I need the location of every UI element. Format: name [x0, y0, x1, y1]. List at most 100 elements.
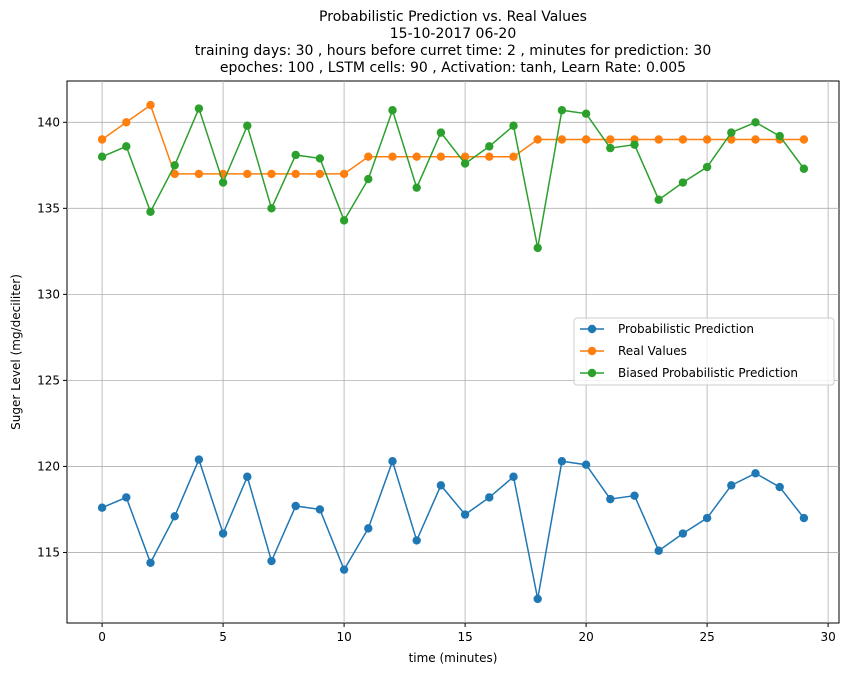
- data-point: [291, 150, 300, 160]
- data-point: [97, 503, 107, 512]
- x-tick-label: 10: [336, 630, 351, 644]
- data-point: [388, 106, 397, 115]
- data-point: [388, 152, 397, 161]
- series-line: [101, 106, 805, 249]
- data-point: [533, 594, 542, 604]
- data-point: [557, 457, 567, 466]
- data-point: [97, 135, 107, 144]
- data-point: [170, 161, 179, 170]
- data-point: [436, 481, 446, 490]
- legend-swatch-marker: [587, 324, 597, 334]
- data-point: [194, 455, 204, 464]
- data-point: [122, 142, 131, 151]
- data-point: [678, 178, 688, 187]
- legend-label: Real Values: [618, 344, 687, 358]
- series-2: [97, 104, 809, 253]
- y-axis-ticks: 115 120 125 130 135 140: [37, 115, 67, 559]
- data-point: [751, 469, 760, 478]
- y-axis-label: Suger Level (mg/deciliter): [9, 274, 23, 430]
- legend-label: Probabilistic Prediction: [618, 322, 754, 336]
- x-axis-ticks: 0 5 10 15 20 25 30: [98, 623, 836, 644]
- data-point: [315, 169, 325, 179]
- data-point: [194, 169, 204, 179]
- data-point: [654, 135, 663, 144]
- x-tick-label: 15: [457, 630, 472, 644]
- data-point: [170, 169, 179, 179]
- data-point: [799, 135, 809, 144]
- data-point: [218, 529, 228, 538]
- y-tick-label: 140: [37, 115, 60, 129]
- y-tick-label: 115: [37, 545, 60, 559]
- data-point: [702, 162, 712, 172]
- data-point: [460, 510, 470, 519]
- chart-title-line-4: epoches: 100 , LSTM cells: 90 , Activati…: [220, 60, 686, 76]
- data-point: [727, 481, 736, 490]
- data-point: [146, 207, 155, 216]
- data-point: [581, 109, 591, 118]
- data-point: [557, 135, 567, 144]
- series-0: [97, 455, 809, 604]
- data-point: [581, 460, 591, 469]
- data-point: [751, 118, 760, 127]
- data-point: [630, 491, 639, 500]
- data-point: [243, 169, 252, 179]
- data-point: [267, 556, 276, 566]
- data-point: [460, 152, 470, 161]
- data-point: [606, 135, 615, 144]
- x-tick-label: 25: [699, 630, 714, 644]
- series-line: [101, 457, 805, 600]
- data-point: [775, 482, 784, 492]
- data-point: [315, 505, 325, 514]
- data-point: [194, 104, 204, 113]
- data-point: [533, 243, 542, 253]
- data-point: [799, 164, 809, 173]
- data-point: [654, 195, 663, 204]
- data-point: [218, 178, 228, 187]
- data-point: [509, 121, 518, 130]
- data-point: [267, 169, 276, 179]
- data-point: [339, 169, 349, 179]
- data-point: [775, 131, 784, 141]
- data-point: [702, 513, 712, 523]
- x-tick-label: 5: [219, 630, 227, 644]
- data-point: [509, 472, 518, 481]
- data-point: [364, 174, 373, 184]
- data-point: [606, 494, 615, 504]
- legend: Probabilistic Prediction Real Values Biase…: [573, 317, 835, 386]
- data-point: [678, 135, 688, 144]
- data-point: [315, 154, 325, 163]
- chart-title-line-2: 15-10-2017 06-20: [390, 26, 517, 42]
- data-point: [146, 100, 155, 110]
- data-point: [557, 106, 567, 115]
- y-tick-label: 125: [37, 373, 60, 387]
- data-point: [678, 529, 688, 538]
- data-point: [485, 142, 494, 151]
- data-point: [267, 204, 276, 213]
- data-point: [412, 183, 421, 192]
- data-point: [364, 152, 373, 161]
- data-point: [412, 536, 421, 545]
- legend-box: [573, 317, 835, 386]
- data-point: [485, 493, 494, 502]
- data-point: [243, 472, 252, 481]
- legend-swatch-marker: [587, 346, 597, 356]
- data-point: [702, 135, 712, 144]
- data-point: [388, 457, 397, 466]
- data-point: [97, 152, 107, 161]
- data-point: [751, 135, 760, 144]
- data-point: [122, 493, 131, 502]
- x-tick-label: 20: [578, 630, 593, 644]
- data-point: [122, 118, 131, 127]
- data-point: [460, 159, 470, 168]
- data-point: [485, 152, 494, 161]
- data-point: [581, 135, 591, 144]
- y-tick-label: 135: [37, 201, 60, 215]
- data-point: [291, 501, 300, 511]
- y-tick-label: 130: [37, 287, 60, 301]
- data-point: [243, 121, 252, 130]
- legend-label: Biased Probabilistic Prediction: [618, 366, 798, 380]
- plot-area: [66, 80, 840, 624]
- data-point: [436, 128, 446, 137]
- data-point: [630, 140, 639, 149]
